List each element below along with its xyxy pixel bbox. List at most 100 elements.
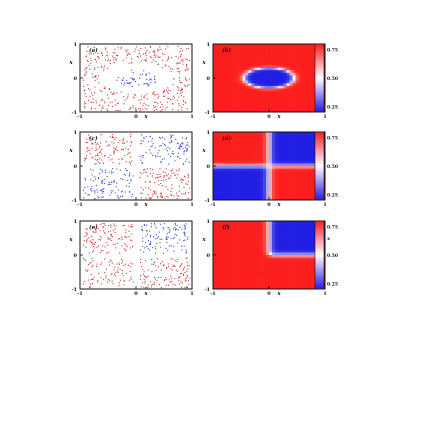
heatmap-cell [239,132,243,135]
heatmap-cell [218,186,223,190]
grid-dot [264,47,265,48]
heatmap-cell [286,72,290,76]
heatmap-cell [254,96,258,100]
grid-dot [250,83,251,84]
heatmap-cell [218,64,223,68]
data-point [116,55,118,57]
heatmap-cell [224,57,229,60]
grid-dot [290,63,291,64]
heatmap-cell [298,137,302,141]
heatmap-cell [227,173,231,177]
heatmap-cell [298,142,302,146]
data-point [150,78,152,80]
grid-dot [238,49,239,50]
heatmap-cell [277,163,282,167]
grid-dot [262,49,263,50]
grid-dot [248,49,249,50]
heatmap-cell [215,98,220,102]
grid-dot [248,55,249,56]
heatmap-cell [218,96,223,100]
heatmap-cell [292,88,296,92]
grid-dot [266,95,267,96]
grid-dot [258,101,259,102]
grid-dot [262,51,263,52]
heatmap-cell [227,142,231,146]
heatmap-cell [283,134,287,138]
heatmap-cell [213,85,217,89]
heatmap-cell [233,64,237,68]
data-point [184,69,186,71]
data-point [122,142,124,144]
heatmap-cell [277,70,282,74]
heatmap-cell [280,64,285,68]
grid-dot [280,53,281,54]
grid-dot [244,79,245,80]
grid-dot [300,95,301,96]
data-point [122,139,124,141]
grid-dot [290,105,291,106]
grid-dot [214,59,215,60]
heatmap-cell [245,67,249,71]
heatmap-cell [230,192,234,196]
grid-dot [218,163,219,164]
grid-dot [296,103,297,104]
grid-dot [226,49,227,50]
heatmap-cell [233,80,237,84]
heatmap-cell [260,75,264,79]
colorbar-cell [315,57,324,60]
grid-dot [268,81,269,82]
grid-dot [214,87,215,88]
data-point [92,94,94,96]
grid-dot [294,91,295,92]
data-point [180,142,182,144]
heatmap-cell [251,166,255,169]
grid-dot [260,97,261,98]
heatmap-cell [221,181,226,185]
grid-dot [286,59,287,60]
data-point [127,180,129,182]
data-point [128,175,130,177]
grid-dot [250,47,251,48]
grid-dot [278,63,279,64]
data-point [90,189,92,191]
heatmap-cell [224,134,229,138]
grid-dot [260,53,261,54]
heatmap-cell [295,132,299,135]
heatmap-cell [236,59,240,63]
heatmap-cell [251,51,255,55]
grid-dot [306,51,307,52]
heatmap-cell [218,91,223,94]
grid-dot [274,107,275,108]
grid-dot [250,105,251,106]
heatmap-cell [218,160,223,164]
grid-dot [238,93,239,94]
heatmap-cell [263,179,267,182]
grid-dot [250,99,251,100]
grid-dot [250,101,251,102]
data-point [109,59,111,61]
grid-dot [228,53,229,54]
grid-dot [218,73,219,74]
data-point [167,173,169,175]
grid-dot [228,103,229,104]
grid-dot [294,53,295,54]
heatmap-cell [218,139,223,143]
heatmap-cell [286,184,290,188]
heatmap-cell [233,171,237,175]
heatmap-cell [230,137,234,141]
heatmap-cell [251,59,255,63]
heatmap-cell [277,176,282,180]
grid-dot [304,87,305,88]
grid-dot [276,109,277,110]
heatmap-cell [248,67,252,71]
heatmap-cell [263,150,267,154]
grid-dot [308,97,309,98]
data-point [110,172,112,174]
heatmap-cell [274,96,279,100]
grid-dot [282,77,283,78]
heatmap-cell [304,139,308,143]
grid-dot [298,55,299,56]
data-point [113,92,115,94]
grid-dot [304,53,305,54]
heatmap-cell [227,181,231,185]
